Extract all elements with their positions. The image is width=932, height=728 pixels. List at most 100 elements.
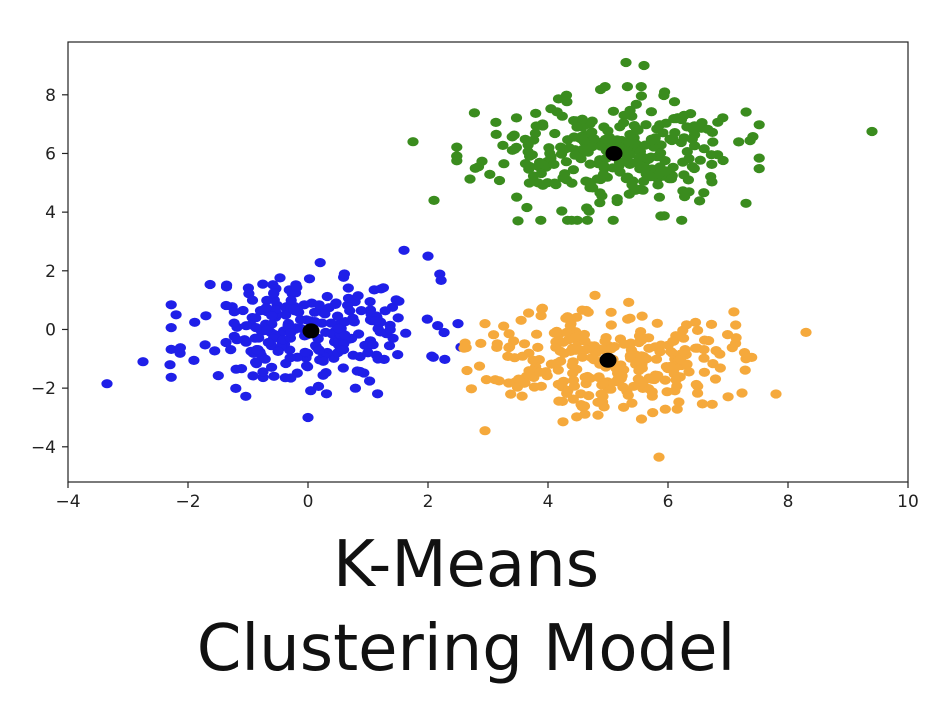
- scatter-point: [259, 354, 271, 364]
- scatter-point: [634, 356, 646, 366]
- scatter-point: [170, 310, 182, 320]
- scatter-point: [332, 311, 344, 321]
- scatter-point: [336, 345, 348, 355]
- scatter-point: [523, 178, 536, 188]
- scatter-point: [200, 311, 212, 321]
- centroid-point: [599, 352, 617, 368]
- scatter-point: [390, 295, 402, 305]
- scatter-point: [220, 282, 233, 292]
- scatter-point: [602, 126, 614, 136]
- scatter-point: [586, 142, 598, 152]
- scatter-point: [250, 357, 262, 367]
- scatter-point: [313, 300, 325, 310]
- scatter-point: [225, 345, 237, 355]
- scatter-point: [260, 303, 272, 313]
- scatter-point: [392, 313, 404, 323]
- scatter-point: [505, 389, 517, 399]
- y-tick-label: 8: [45, 86, 56, 106]
- scatter-point: [624, 351, 636, 361]
- scatter-point: [584, 159, 596, 169]
- scatter-point: [329, 299, 341, 309]
- scatter-point: [490, 129, 502, 139]
- scatter-point: [645, 135, 658, 146]
- scatter-point: [866, 126, 878, 137]
- scatter-point: [640, 120, 652, 130]
- scatter-point: [479, 319, 491, 329]
- scatter-point: [375, 284, 387, 294]
- scatter-point: [653, 192, 666, 202]
- scatter-point: [655, 148, 667, 158]
- y-axis-ticks: −4 −2 0 2 4 6 8: [31, 86, 68, 458]
- scatter-point: [607, 215, 619, 225]
- scatter-point: [188, 355, 200, 365]
- scatter-point: [312, 381, 325, 391]
- scatter-point: [645, 172, 657, 182]
- centroids-layer: [302, 145, 623, 368]
- scatter-point: [321, 291, 333, 302]
- centroid-point: [302, 323, 320, 339]
- scatter-point: [452, 319, 464, 329]
- scatter-point: [560, 313, 572, 323]
- scatter-point: [299, 347, 311, 357]
- scatter-point: [681, 320, 693, 330]
- scatter-point: [681, 147, 693, 157]
- scatter-point: [503, 329, 515, 339]
- scatter-point: [268, 371, 280, 381]
- scatter-point: [262, 337, 274, 348]
- scatter-point: [576, 352, 589, 362]
- scatter-point: [722, 330, 734, 340]
- scatter-point: [706, 177, 718, 187]
- scatter-point: [668, 97, 681, 107]
- scatter-point: [678, 133, 690, 143]
- scatter-point: [165, 300, 177, 310]
- scatter-point: [480, 375, 492, 385]
- scatter-point: [506, 132, 518, 142]
- x-tick-label: −2: [175, 492, 200, 512]
- scatter-point: [422, 251, 434, 261]
- scatter-point: [566, 360, 578, 370]
- scatter-point: [319, 309, 331, 319]
- scatter-point: [679, 192, 691, 202]
- scatter-point: [320, 389, 333, 399]
- scatter-point: [730, 320, 742, 330]
- scatter-point: [165, 344, 177, 354]
- scatter-point: [317, 356, 329, 366]
- scatter-point: [511, 192, 523, 202]
- scatter-point: [535, 168, 547, 179]
- x-axis-ticks: −4 −2 0 2 4 6 8 10: [55, 482, 919, 512]
- scatter-point: [678, 170, 690, 180]
- scatter-point: [497, 140, 509, 150]
- scatter-point: [551, 107, 563, 117]
- scatter-point: [633, 331, 646, 341]
- scatter-point: [398, 245, 410, 255]
- scatter-point: [671, 381, 683, 391]
- scatter-point: [557, 417, 569, 427]
- scatter-point: [490, 117, 502, 127]
- scatter-point: [484, 169, 496, 179]
- kmeans-scatter-chart: −4 −2 0 2 4 6 8 10 −4 −2 0 2 4 6 8: [31, 41, 919, 512]
- scatter-point: [284, 353, 296, 363]
- scatter-point: [740, 354, 752, 364]
- scatter-point: [407, 137, 419, 147]
- scatter-point: [705, 150, 718, 160]
- scatter-point: [706, 399, 718, 409]
- scatter-point: [439, 354, 451, 364]
- scatter-point: [512, 216, 524, 226]
- scatter-point: [325, 318, 337, 328]
- scatter-point: [740, 107, 752, 117]
- scatter-point: [599, 82, 611, 92]
- scatter-point: [632, 125, 644, 135]
- scatter-point: [510, 113, 523, 123]
- scatter-point: [220, 300, 232, 311]
- scatter-point: [555, 356, 567, 366]
- scatter-point: [513, 374, 525, 384]
- scatter-point: [302, 412, 314, 423]
- scatter-point: [266, 311, 278, 321]
- scatter-point: [698, 345, 710, 355]
- scatter-point: [630, 99, 642, 109]
- scatter-point: [705, 319, 718, 329]
- scatter-point: [703, 336, 715, 346]
- scatter-point: [228, 307, 240, 317]
- scatter-point: [519, 159, 532, 169]
- scatter-point: [626, 398, 638, 408]
